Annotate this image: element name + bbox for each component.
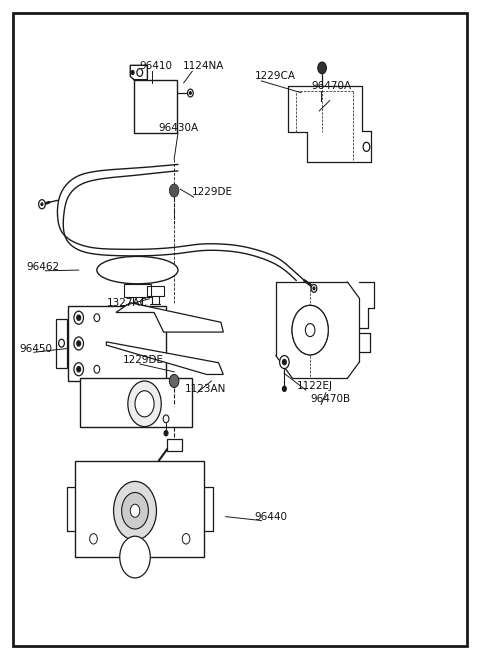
Polygon shape	[116, 303, 223, 332]
Circle shape	[94, 314, 100, 322]
Circle shape	[313, 287, 315, 290]
Circle shape	[74, 311, 84, 324]
Circle shape	[164, 430, 168, 436]
Circle shape	[182, 534, 190, 544]
Circle shape	[90, 534, 97, 544]
Circle shape	[282, 360, 286, 365]
Circle shape	[74, 337, 84, 350]
Polygon shape	[107, 342, 223, 375]
Circle shape	[38, 200, 45, 209]
Circle shape	[169, 184, 179, 197]
Circle shape	[131, 71, 134, 75]
Bar	[80, 378, 192, 426]
Text: 96470A: 96470A	[312, 81, 352, 92]
Text: 1123AN: 1123AN	[185, 384, 227, 394]
Circle shape	[282, 386, 286, 392]
Text: 1229DE: 1229DE	[123, 355, 164, 365]
Text: 96462: 96462	[26, 262, 60, 272]
Circle shape	[292, 305, 328, 355]
Circle shape	[280, 356, 289, 369]
Bar	[168, 439, 182, 451]
Text: 96450: 96450	[20, 344, 52, 354]
Text: 1229DE: 1229DE	[192, 187, 233, 197]
Circle shape	[59, 339, 64, 347]
Ellipse shape	[97, 256, 178, 284]
Bar	[147, 286, 164, 296]
Circle shape	[74, 363, 84, 376]
Circle shape	[188, 89, 193, 97]
Circle shape	[163, 415, 169, 422]
Circle shape	[77, 315, 81, 320]
Circle shape	[318, 62, 326, 74]
Circle shape	[114, 481, 156, 540]
Bar	[134, 80, 177, 133]
Bar	[75, 460, 204, 557]
Text: 96470B: 96470B	[311, 394, 351, 404]
Circle shape	[137, 69, 143, 77]
Text: 1229CA: 1229CA	[254, 71, 295, 81]
Circle shape	[41, 203, 43, 206]
Circle shape	[77, 367, 81, 372]
Circle shape	[190, 92, 192, 94]
Circle shape	[169, 375, 179, 388]
Circle shape	[94, 365, 100, 373]
Circle shape	[363, 142, 370, 151]
Bar	[124, 284, 151, 297]
Circle shape	[120, 536, 150, 578]
Circle shape	[130, 504, 140, 517]
Bar	[68, 306, 166, 381]
Text: 96440: 96440	[254, 512, 288, 522]
Circle shape	[121, 493, 148, 529]
Circle shape	[128, 381, 161, 426]
Circle shape	[77, 341, 81, 346]
Circle shape	[135, 391, 154, 417]
Text: 96430A: 96430A	[159, 123, 199, 133]
Bar	[56, 319, 67, 368]
Text: 1327AC: 1327AC	[107, 298, 147, 308]
Text: 1122EJ: 1122EJ	[297, 381, 333, 392]
Circle shape	[311, 284, 317, 292]
Text: 96410: 96410	[140, 61, 173, 71]
Text: 1124NA: 1124NA	[183, 61, 224, 71]
Circle shape	[305, 324, 315, 337]
